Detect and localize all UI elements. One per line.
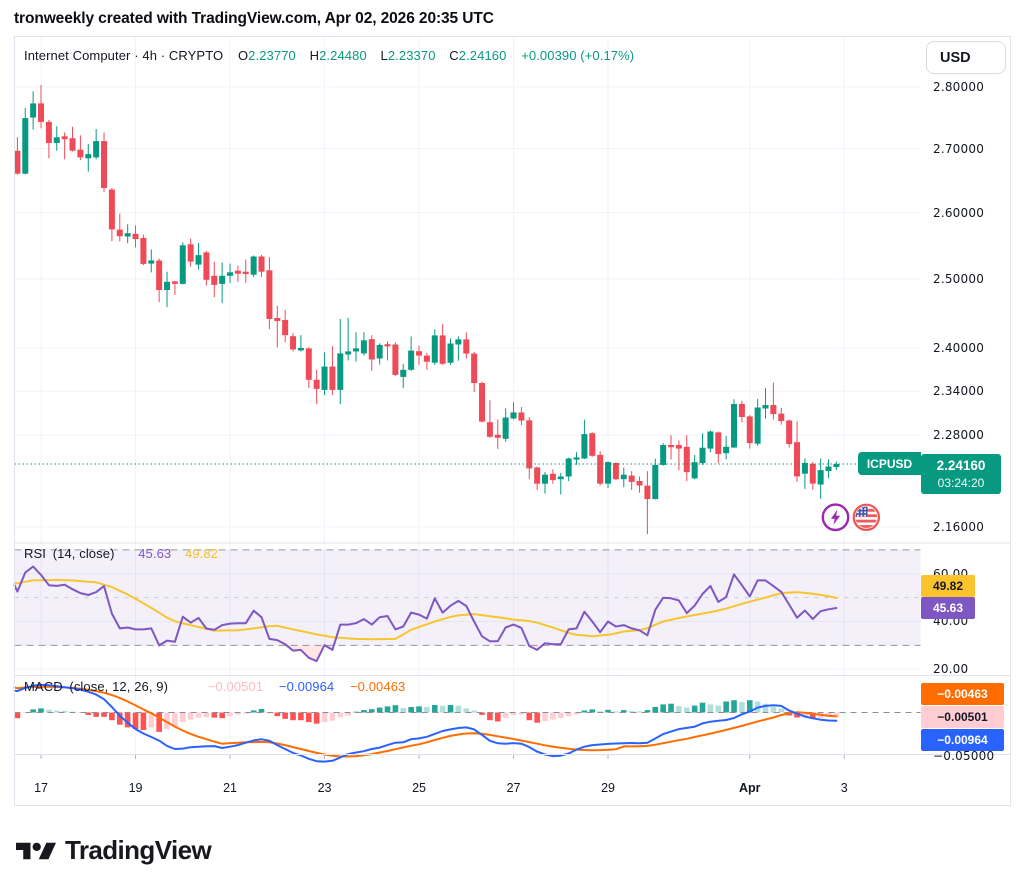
macd-hist-value: −0.00501 — [207, 679, 264, 694]
ohlc-open: 2.23770 — [248, 48, 296, 63]
macd-line — [13, 683, 838, 763]
ohlc-high-label: H — [309, 48, 320, 63]
ohlc-open-label: O — [237, 48, 249, 63]
price-axis-label: 2.16000 — [933, 519, 985, 534]
ohlc-high: 2.24480 — [319, 48, 367, 63]
tradingview-logo-mark — [16, 842, 56, 859]
time-axis-label: 23 — [317, 781, 332, 795]
macd-legend[interactable]: MACD (close, 12, 26, 9) −0.00501 −0.0096… — [24, 679, 405, 694]
last-price-badge: 2.24160 03:24:20 — [921, 453, 1001, 494]
time-axis-label: 25 — [412, 781, 426, 795]
macd-title: MACD — [24, 679, 63, 694]
price-axis-label: 2.70000 — [933, 141, 985, 156]
price-axis-label: 2.40000 — [933, 341, 985, 356]
macd-signal-badge: −0.00463 — [921, 683, 1004, 706]
ohlc-low-label: L — [380, 48, 388, 63]
time-axis-label: 29 — [601, 781, 615, 795]
macd-hist-badge: −0.00501 — [921, 705, 1004, 728]
rsi-ma-value: 49.82 — [184, 545, 219, 561]
rsi-legend[interactable]: RSI (14, close) 45.63 49.82 — [24, 546, 218, 561]
legend-separator2: · — [160, 48, 169, 63]
symbol-exchange: CRYPTO — [168, 48, 224, 63]
symbol-interval: 4h — [142, 48, 158, 63]
legend-separator1: · — [134, 48, 143, 63]
us-flag-icon[interactable] — [852, 503, 880, 531]
tradingview-logo-text: TradingView — [65, 835, 212, 865]
macd-axis-label: −0.05000 — [933, 749, 995, 764]
rsi-value: 45.63 — [138, 545, 172, 561]
macd-histogram — [14, 700, 840, 732]
countdown-timer: 03:24:20 — [937, 475, 985, 490]
candles-series — [14, 85, 840, 535]
symbol-price-label: ICPUSD — [858, 452, 921, 476]
time-axis-label: 27 — [506, 781, 521, 795]
price-axis-label: 2.60000 — [933, 205, 985, 220]
ohlc-close-label: C — [449, 48, 459, 63]
rsi-ma-line — [13, 578, 838, 641]
lightning-idea-icon[interactable] — [821, 503, 850, 532]
time-axis-label: 17 — [34, 781, 48, 795]
price-change: +0.00390 (+0.17%) — [521, 48, 635, 63]
macd-signal-line — [13, 685, 838, 758]
attribution-header: tronweekly created with TradingView.com,… — [14, 9, 494, 27]
ohlc-low: 2.23370 — [387, 48, 436, 63]
tradingview-logo[interactable]: TradingView — [16, 835, 212, 866]
time-axis-label: 19 — [128, 781, 143, 795]
currency-toggle-button[interactable]: USD — [926, 41, 1006, 74]
last-price: 2.24160 — [936, 457, 986, 473]
rsi-line — [13, 565, 838, 663]
rsi-params: (14, close) — [52, 545, 115, 561]
gridlines — [14, 36, 921, 759]
macd-value: −0.00964 — [278, 679, 335, 694]
symbol-name: Internet Computer — [24, 48, 131, 63]
macd-params: (close, 12, 26, 9) — [69, 679, 169, 694]
price-axis-label: 2.80000 — [933, 79, 985, 94]
rsi-ma-badge: 49.82 — [921, 574, 975, 597]
rsi-title: RSI — [24, 545, 46, 561]
rsi-value-badge: 45.63 — [921, 597, 975, 620]
time-axis-label: 21 — [223, 781, 237, 795]
price-axis-label: 2.28000 — [933, 428, 985, 443]
time-axis-label: Apr — [739, 781, 761, 795]
rsi-axis-label: 20.00 — [933, 662, 969, 677]
macd-value-badge: −0.00964 — [921, 728, 1004, 751]
macd-signal-value: −0.00463 — [349, 679, 406, 694]
time-axis-label: 3 — [840, 781, 848, 795]
price-axis-label: 2.50000 — [933, 272, 985, 287]
price-axis-label: 2.34000 — [933, 384, 985, 399]
ohlc-close: 2.24160 — [458, 48, 507, 63]
symbol-legend[interactable]: Internet Computer · 4h · CRYPTO O2.23770… — [24, 48, 634, 63]
